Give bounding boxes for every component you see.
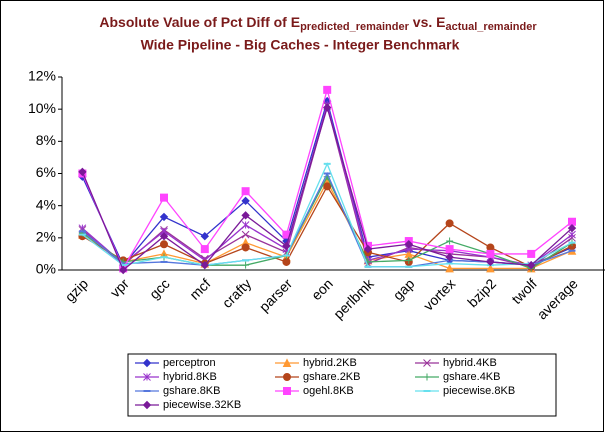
marker	[322, 103, 332, 112]
marker	[200, 260, 210, 270]
marker	[78, 167, 87, 177]
marker	[423, 359, 431, 367]
marker	[526, 260, 536, 270]
legend-box	[127, 353, 557, 417]
marker	[200, 245, 209, 254]
marker	[404, 240, 414, 249]
legend-label: piecewise.32KB	[163, 399, 241, 411]
y-tick-label: 12%	[28, 68, 56, 84]
marker	[242, 261, 250, 269]
marker	[405, 256, 413, 264]
marker	[118, 265, 128, 275]
marker	[241, 196, 250, 206]
marker	[323, 85, 332, 94]
chart-subtitle: Wide Pipeline - Big Caches - Integer Ben…	[141, 37, 460, 53]
marker	[142, 400, 152, 410]
legend-label: hybrid.8KB	[163, 371, 217, 383]
marker	[323, 182, 332, 191]
marker	[486, 263, 495, 273]
legend-label: gshare.2KB	[303, 371, 360, 383]
title-sub: predicted_remainder	[300, 21, 410, 33]
marker	[445, 245, 454, 254]
marker	[241, 211, 250, 220]
y-tick-label: 0%	[36, 261, 56, 277]
marker	[282, 241, 291, 251]
marker	[445, 263, 454, 273]
marker	[159, 212, 169, 222]
marker	[363, 244, 373, 254]
y-tick-label: 6%	[36, 164, 56, 180]
marker	[241, 243, 250, 252]
marker	[446, 237, 454, 245]
marker	[143, 373, 151, 381]
marker	[445, 252, 454, 262]
marker	[283, 373, 291, 381]
marker	[142, 358, 152, 368]
title-part: vs. E	[409, 14, 446, 30]
legend-label: ogehl.8KB	[303, 385, 354, 397]
marker	[527, 249, 536, 258]
marker	[200, 232, 210, 241]
y-tick-label: 4%	[36, 196, 56, 212]
title-part: Absolute Value of Pct Diff of E	[99, 14, 300, 30]
marker	[486, 257, 495, 267]
marker	[241, 187, 250, 196]
marker	[423, 373, 431, 381]
y-tick-label: 8%	[36, 132, 56, 148]
marker	[160, 193, 168, 202]
y-tick-label: 2%	[36, 229, 56, 245]
marker	[241, 221, 250, 229]
marker	[241, 230, 250, 239]
marker	[282, 257, 291, 266]
marker	[160, 240, 168, 249]
y-tick-label: 10%	[28, 100, 56, 116]
marker	[445, 219, 454, 228]
legend-label: piecewise.8KB	[443, 385, 515, 397]
marker	[282, 358, 292, 367]
legend-label: perceptron	[163, 357, 216, 369]
marker	[283, 387, 291, 395]
legend-label: gshare.8KB	[163, 385, 220, 397]
chart-title: Absolute Value of Pct Diff of Epredicted…	[99, 14, 537, 33]
legend-label: gshare.4KB	[443, 371, 500, 383]
marker	[159, 232, 169, 241]
legend-label: hybrid.2KB	[303, 357, 357, 369]
marker	[567, 223, 577, 233]
title-sub: actual_remainder	[446, 21, 538, 33]
legend-label: hybrid.4KB	[443, 357, 497, 369]
marker	[486, 249, 495, 258]
